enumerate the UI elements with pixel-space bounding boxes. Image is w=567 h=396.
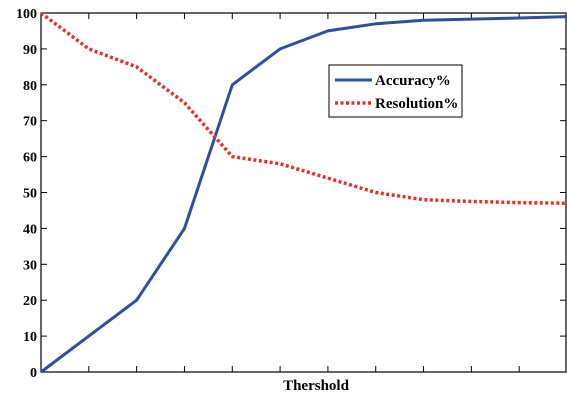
y-tick-label: 50: [23, 187, 37, 202]
legend-box: [328, 64, 463, 118]
legend: Accuracy% Resolution%: [328, 64, 463, 118]
series-line-resolution: [39, 11, 567, 206]
plot-frame: [40, 12, 567, 373]
y-tick-label: 30: [23, 258, 37, 273]
y-axis: 0 10 20 30 40 50 60 70 80 90 100: [16, 7, 566, 381]
x-axis-title: Thershold: [283, 378, 350, 394]
y-tick-label: 40: [23, 222, 37, 237]
plot-border: [40, 12, 567, 373]
legend-label: Accuracy%: [375, 73, 451, 89]
y-tick-label: 70: [23, 115, 37, 130]
y-tick-label: 10: [23, 330, 37, 345]
y-tick-label: 60: [23, 151, 37, 166]
legend-label: Resolution%: [375, 96, 458, 112]
y-tick-label: 20: [23, 294, 37, 309]
y-tick-label: 100: [16, 7, 37, 22]
x-axis: [88, 13, 520, 372]
y-tick-label: 0: [30, 366, 37, 381]
y-tick-label: 90: [23, 43, 37, 58]
series-line-accuracy: [40, 15, 567, 374]
series-layer: [39, 11, 567, 374]
y-tick-label: 80: [23, 79, 37, 94]
